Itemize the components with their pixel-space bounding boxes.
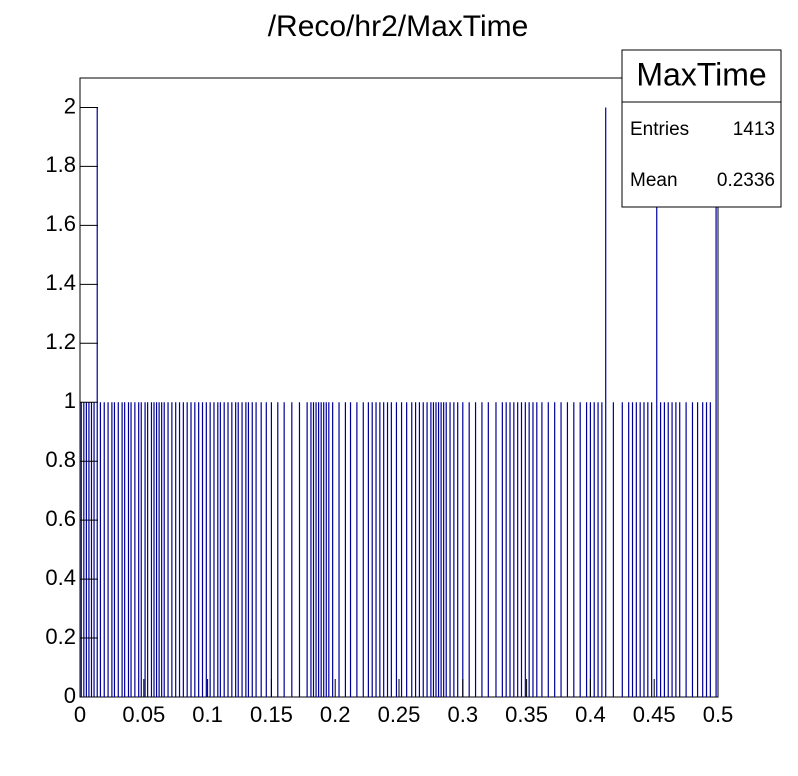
y-tick-label: 0.8	[45, 447, 76, 472]
stats-label: Mean	[630, 170, 678, 191]
stats-title: MaxTime	[636, 56, 766, 92]
y-tick-label: 1	[64, 388, 76, 413]
y-tick-label: 0.2	[45, 624, 76, 649]
x-tick-label: 0.1	[192, 702, 223, 727]
y-tick-label: 1.6	[45, 211, 76, 236]
x-tick-label: 0.3	[448, 702, 479, 727]
x-tick-label: 0.35	[505, 702, 548, 727]
x-tick-label: 0.05	[122, 702, 165, 727]
y-tick-label: 0.6	[45, 506, 76, 531]
x-tick-label: 0.5	[703, 702, 734, 727]
y-tick-label: 0.4	[45, 565, 76, 590]
y-tick-label: 1.2	[45, 329, 76, 354]
x-tick-label: 0.15	[250, 702, 293, 727]
x-tick-label: 0.25	[378, 702, 421, 727]
x-tick-label: 0.4	[575, 702, 606, 727]
stats-label: Entries	[630, 119, 689, 140]
chart-title: /Reco/hr2/MaxTime	[268, 10, 529, 43]
y-tick-label: 1.4	[45, 270, 76, 295]
y-tick-label: 1.8	[45, 152, 76, 177]
stats-value: 0.2336	[717, 170, 775, 191]
x-tick-label: 0.45	[633, 702, 676, 727]
y-tick-label: 0	[64, 683, 76, 708]
x-tick-label: 0.2	[320, 702, 351, 727]
x-tick-label: 0	[74, 702, 86, 727]
stats-value: 1413	[733, 119, 775, 140]
y-tick-label: 2	[64, 93, 76, 118]
stats-box	[621, 49, 782, 208]
